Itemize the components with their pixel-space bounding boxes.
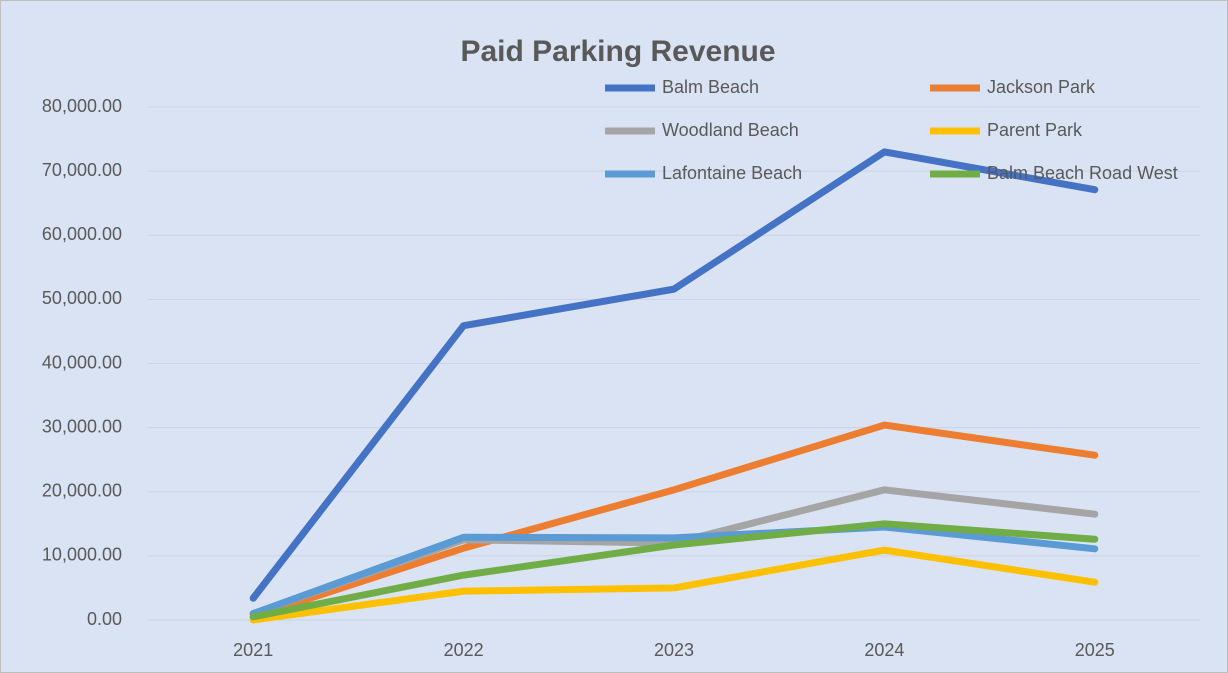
y-tick-label: 40,000.00 <box>42 352 122 372</box>
series-line <box>249 148 1099 602</box>
y-tick-label: 30,000.00 <box>42 416 122 436</box>
chart-title: Paid Parking Revenue <box>460 35 775 68</box>
legend-label: Woodland Beach <box>662 120 799 140</box>
legend-label: Parent Park <box>987 120 1083 140</box>
y-tick-label: 20,000.00 <box>42 481 122 501</box>
series-line <box>249 523 1099 618</box>
series-line <box>249 546 1099 624</box>
series-line <box>249 421 1099 621</box>
legend-label: Balm Beach Road West <box>987 163 1178 183</box>
y-tick-label: 0.00 <box>87 609 122 629</box>
series-line <box>249 520 1099 621</box>
legend-label: Lafontaine Beach <box>662 163 802 183</box>
x-tick-label: 2023 <box>654 640 694 660</box>
x-tick-label: 2022 <box>444 640 484 660</box>
y-tick-label: 60,000.00 <box>42 224 122 244</box>
x-tick-label: 2024 <box>864 640 904 660</box>
y-tick-label: 10,000.00 <box>42 545 122 565</box>
legend-label: Jackson Park <box>987 77 1096 97</box>
y-tick-label: 70,000.00 <box>42 160 122 180</box>
y-tick-label: 80,000.00 <box>42 96 122 116</box>
legend-label: Balm Beach <box>662 77 759 97</box>
x-tick-label: 2021 <box>233 640 273 660</box>
x-tick-label: 2025 <box>1075 640 1115 660</box>
y-tick-label: 50,000.00 <box>42 288 122 308</box>
